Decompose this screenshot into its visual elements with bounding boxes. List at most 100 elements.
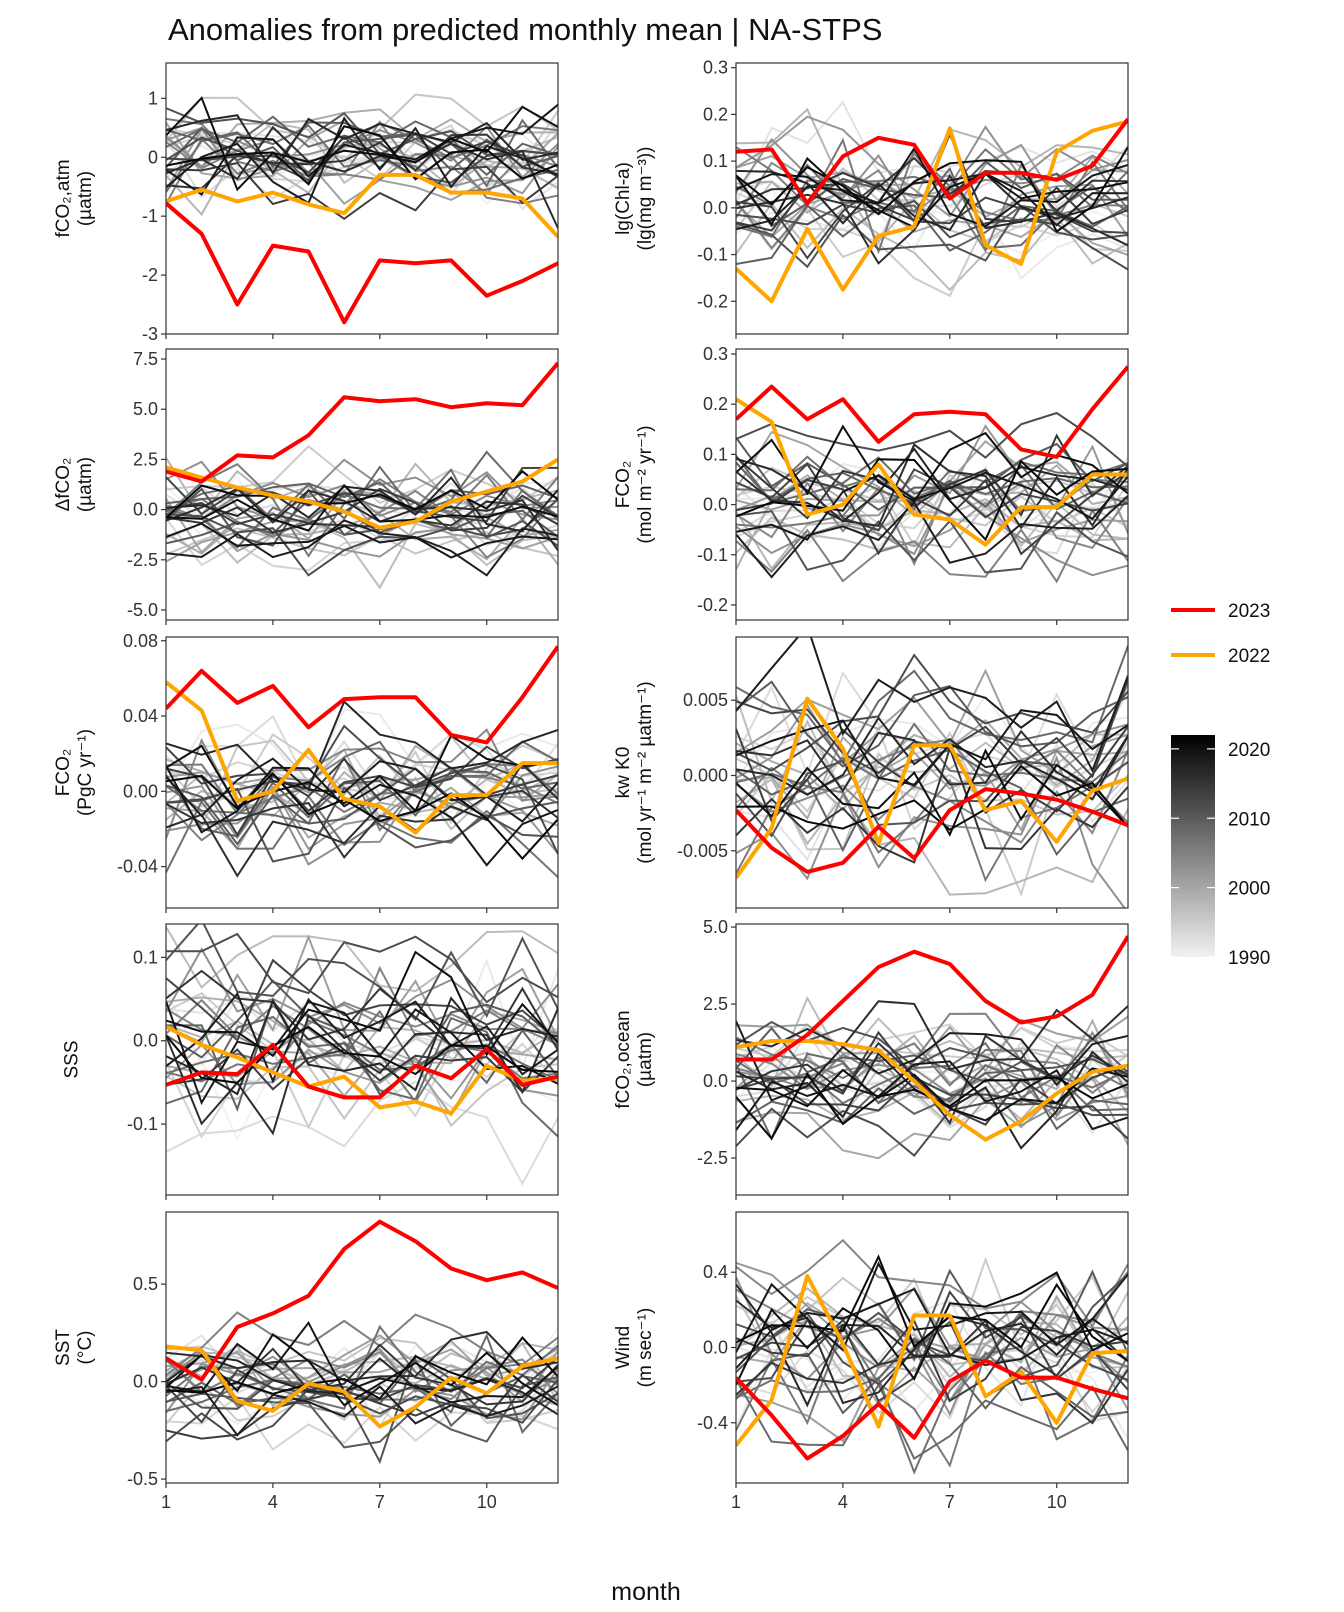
y-tick-label: 0.2 (703, 394, 728, 414)
y-tick-label: -0.1 (127, 1114, 158, 1134)
panel-9: -0.5 0.0 0.5 1 4 7 10 SST(°C) (53, 1211, 559, 1512)
series-line-2023 (166, 201, 558, 325)
background-year-line (166, 924, 558, 1022)
background-year-line (736, 684, 1128, 812)
background-year-line (736, 1318, 1128, 1425)
panel-6: -0.005 0.000 0.005 kw K0(mol yr⁻¹ m⁻² µatm⁻… (613, 636, 1129, 913)
y-tick-label: 0.0 (133, 500, 158, 520)
y-axis-title-line: fCO₂,ocean (613, 1010, 634, 1108)
panel-lines (166, 93, 558, 325)
y-axis-title-line: (°C) (75, 1331, 96, 1365)
colorbar-tick-label: 2020 (1228, 740, 1270, 761)
y-tick-label: 0.000 (683, 766, 728, 786)
panel-border (735, 62, 1129, 335)
background-year-line (736, 466, 1128, 528)
background-year-line (736, 424, 1128, 503)
background-year-line (736, 461, 1128, 511)
series-line-2023 (736, 935, 1128, 1062)
panel-border (735, 348, 1129, 621)
x-axis-title: month (611, 1578, 680, 1606)
colorbar-tick-label: 1990 (1228, 948, 1270, 969)
background-year-line (736, 203, 1128, 265)
y-tick-label: -0.2 (697, 291, 728, 311)
background-year-line (736, 156, 1128, 229)
background-year-line (736, 430, 1128, 517)
background-year-line (166, 1354, 558, 1416)
background-year-line (736, 1261, 1128, 1353)
background-year-line (166, 1385, 558, 1437)
y-tick-label: 7.5 (133, 349, 158, 369)
series-line-2023 (166, 645, 558, 745)
series-line-2023 (736, 365, 1128, 459)
background-year-line (166, 469, 558, 519)
background-year-line (736, 1311, 1128, 1383)
legend: 2023 2022 1990 2000 2010 2020 (1171, 601, 1270, 969)
y-tick-label: -0.1 (697, 545, 728, 565)
y-axis-title-line: (mol yr⁻¹ m⁻² µatm⁻¹) (635, 681, 656, 863)
y-axis-title-line: (µatm) (635, 1032, 656, 1087)
background-year-line (736, 748, 1128, 837)
background-year-line (166, 137, 558, 205)
y-tick-label: -2.5 (127, 550, 158, 570)
background-year-line (736, 169, 1128, 232)
background-year-line (736, 1030, 1128, 1126)
y-tick-label: 5.0 (133, 399, 158, 419)
background-year-line (166, 457, 558, 517)
panel-5: -0.04 0.00 0.04 0.08 FCO₂(PgC yr⁻¹) (53, 631, 559, 913)
background-year-line (166, 765, 558, 867)
y-axis-title: lg(Chl-a)(lg(mg m⁻³)) (613, 147, 656, 251)
background-year-line (736, 1318, 1128, 1403)
x-tick-label: 7 (945, 1492, 955, 1512)
background-year-line (166, 997, 558, 1112)
y-axis-title-line: FCO₂ (613, 461, 634, 508)
y-axis-title-line: (mol m⁻² yr⁻¹) (635, 425, 656, 543)
background-year-line (166, 1347, 558, 1414)
background-year-line (736, 1030, 1128, 1127)
panel-lines (736, 1238, 1128, 1475)
background-year-line (166, 965, 558, 1058)
background-year-line (736, 455, 1128, 511)
y-tick-label: 0.0 (703, 198, 728, 218)
background-year-line (736, 764, 1128, 831)
panel-border (735, 636, 1129, 909)
background-year-line (166, 1025, 558, 1084)
background-year-line (166, 522, 558, 559)
series-line-2022 (166, 680, 558, 835)
background-year-line (736, 1273, 1128, 1408)
background-year-line (166, 1343, 558, 1406)
series-line-2023 (166, 1219, 558, 1382)
background-year-line (736, 735, 1128, 832)
background-year-line (166, 476, 558, 533)
y-tick-label: 1 (148, 88, 158, 108)
panel-border (165, 923, 559, 1196)
panel-1: -3 -2 -1 0 1 fCO₂,atm(µatm) (53, 62, 559, 344)
background-year-line (166, 103, 558, 196)
panel-background (166, 1212, 558, 1483)
series-line-2023 (736, 1358, 1128, 1461)
background-year-line (736, 729, 1128, 794)
y-tick-label: 0.5 (133, 1274, 158, 1294)
y-tick-label: 0.1 (703, 151, 728, 171)
background-year-line (736, 749, 1128, 844)
y-axis-title: Wind(m sec⁻¹) (613, 1308, 656, 1388)
background-year-line (166, 1336, 558, 1400)
background-year-line (736, 510, 1128, 574)
y-tick-label: 0.04 (123, 706, 158, 726)
y-tick-label: -0.04 (117, 857, 158, 877)
background-year-line (166, 772, 558, 861)
background-year-line (736, 1290, 1128, 1403)
background-year-line (166, 991, 558, 1084)
y-tick-label: -0.1 (697, 245, 728, 265)
background-year-line (736, 1379, 1128, 1461)
background-year-line (736, 1287, 1128, 1369)
y-axis-title-line: SST (53, 1329, 74, 1366)
y-axis-title-line: lg(Chl-a) (613, 162, 634, 235)
y-tick-label: 0.4 (703, 1262, 728, 1282)
background-year-line (166, 950, 558, 1058)
background-year-line (166, 996, 558, 1096)
background-year-line (166, 757, 558, 837)
y-axis-title-line: (PgC yr⁻¹) (75, 729, 96, 816)
background-year-line (166, 489, 558, 563)
background-year-line (166, 1080, 558, 1186)
background-year-line (736, 653, 1128, 772)
